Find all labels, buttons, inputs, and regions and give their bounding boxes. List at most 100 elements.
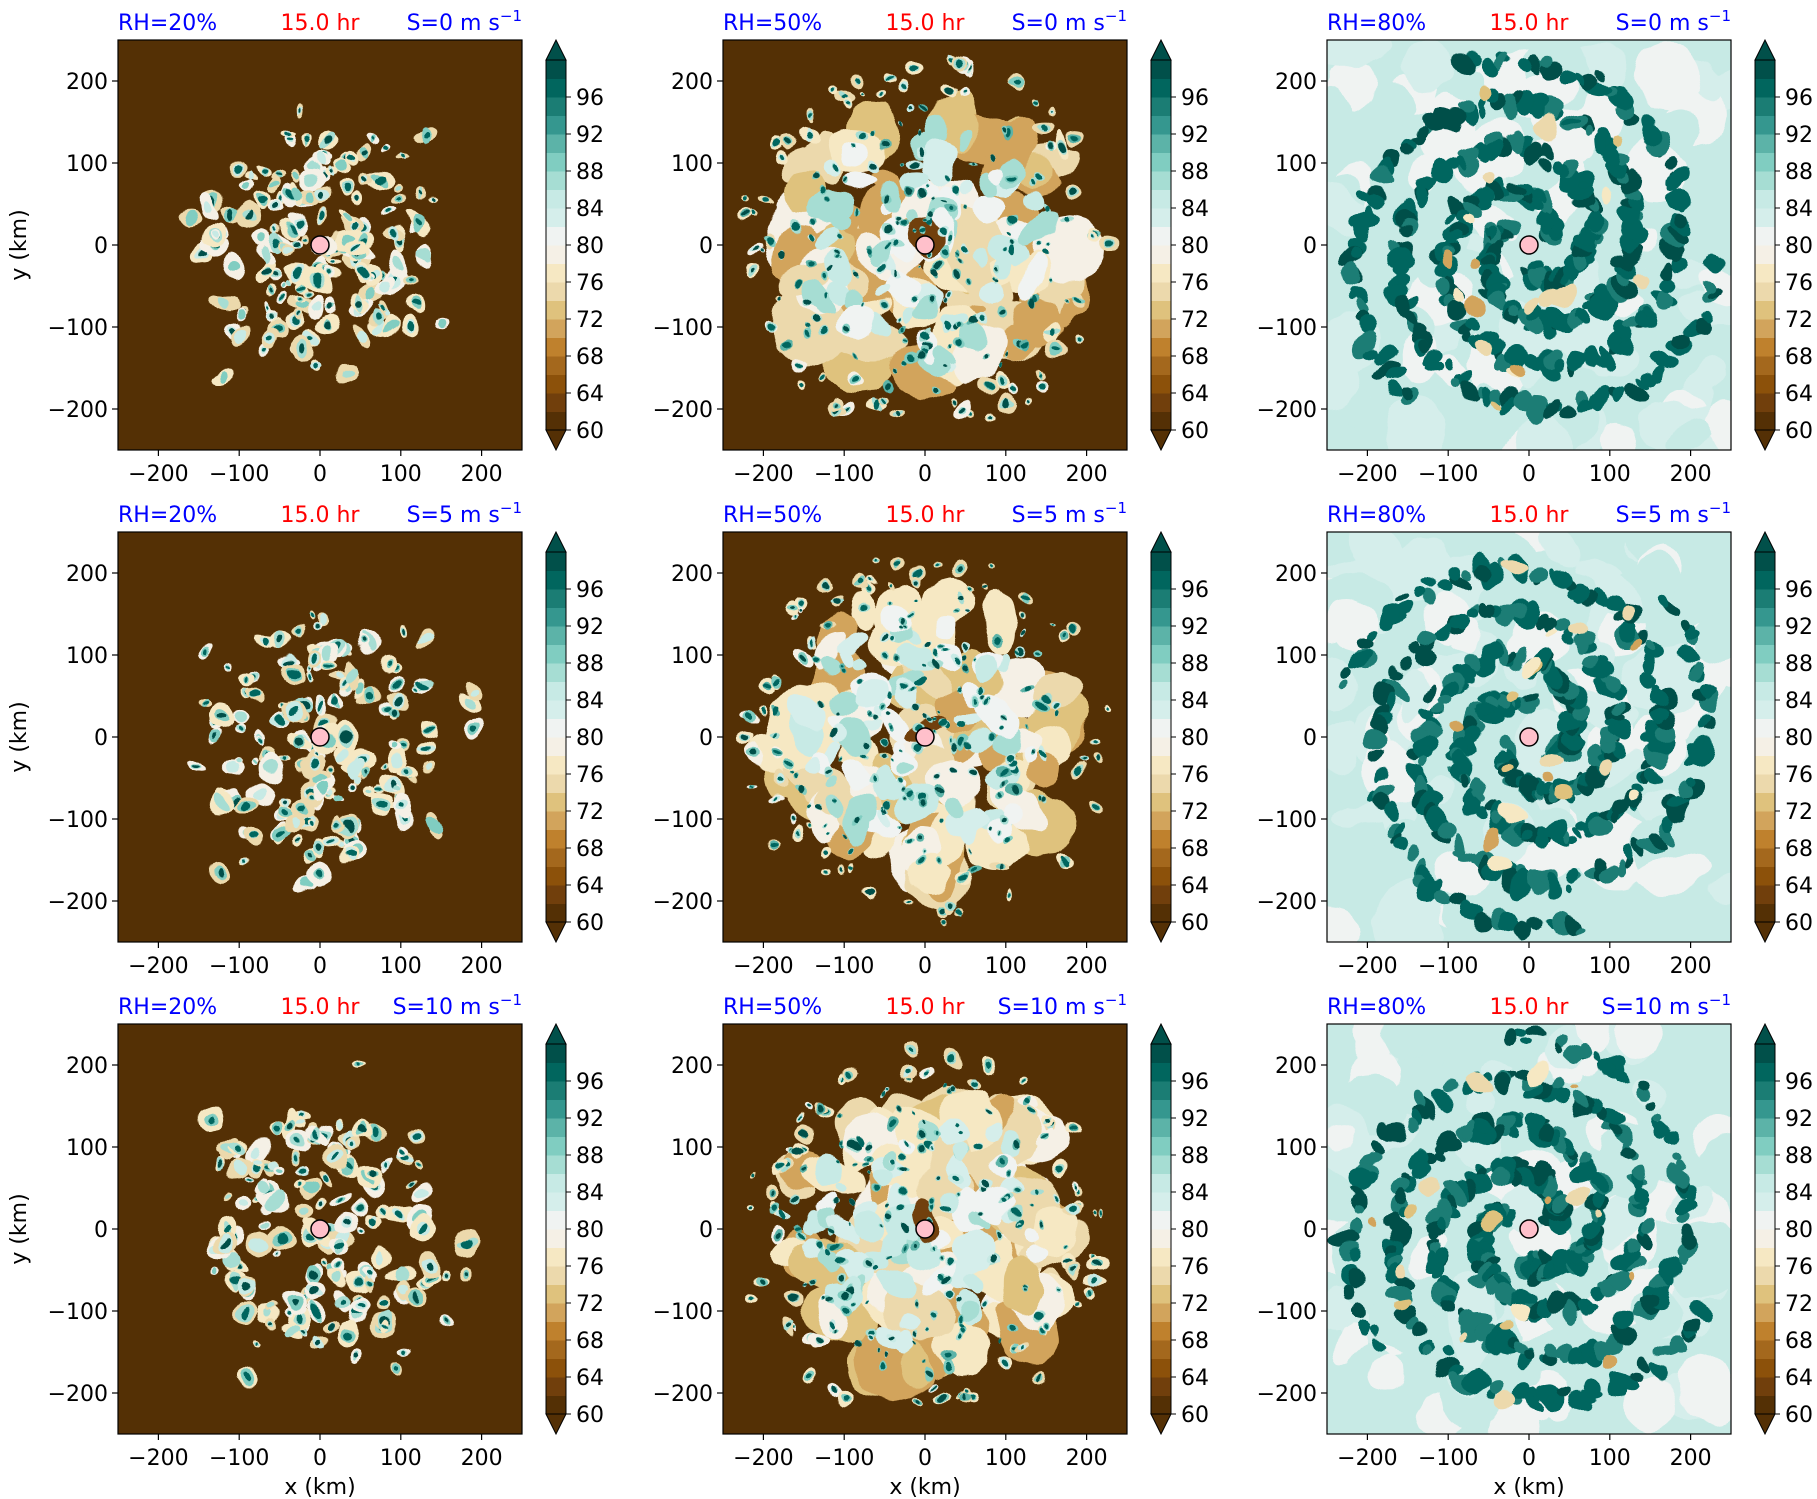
moist-swirl — [1327, 1364, 1382, 1432]
rainband-cell — [1508, 305, 1519, 317]
moist-patch — [844, 760, 868, 788]
cell-core — [957, 405, 966, 413]
cell-core — [390, 709, 397, 718]
cell-core — [404, 322, 413, 332]
rainband-cell — [1704, 253, 1724, 274]
colorbar-segment — [546, 700, 566, 719]
cell-core — [920, 265, 923, 268]
cell-ring — [426, 818, 444, 832]
cell-core — [831, 1243, 840, 1250]
cell-core — [850, 1199, 857, 1207]
cell-core — [351, 1141, 356, 1147]
colorbar-segment — [1151, 626, 1171, 645]
colorbar-segment — [546, 263, 566, 283]
rainband-cell — [1366, 193, 1383, 210]
cell-core — [947, 1363, 955, 1372]
x-tick-label: 100 — [380, 1446, 422, 1471]
cell-core — [955, 566, 962, 573]
cell-core — [968, 849, 972, 854]
x-tick-label: 200 — [461, 462, 503, 487]
moist-patch — [965, 1273, 983, 1291]
cell-core — [971, 1081, 978, 1088]
cell-core — [916, 1144, 923, 1152]
cell-core — [790, 1148, 801, 1156]
moist-patch — [958, 1299, 981, 1323]
cell-core — [418, 191, 424, 196]
cell-core — [805, 325, 809, 329]
colorbar-segment — [1151, 1081, 1171, 1100]
colorbar-segment — [546, 171, 566, 190]
colorbar-tick-label: 60 — [576, 419, 604, 444]
shear-title-main: S=0 m s — [407, 11, 500, 36]
moist-patch — [841, 171, 877, 190]
cell-core — [894, 242, 900, 250]
cell-core — [1019, 613, 1023, 617]
cell-core — [313, 753, 317, 757]
moist-patch — [998, 154, 1026, 189]
rainband-cell — [1501, 397, 1516, 412]
cell-core — [813, 654, 820, 661]
cell-ring — [268, 184, 278, 190]
colorbar-segment — [546, 589, 566, 608]
cell-core — [1053, 709, 1060, 717]
rainband-cell — [1560, 404, 1575, 417]
colorbar-segment — [1151, 1173, 1171, 1193]
x-tick-label: −100 — [814, 954, 874, 979]
moist-patch — [875, 283, 891, 299]
colorbar-tick-label: 64 — [576, 1366, 604, 1391]
cell-core — [323, 134, 333, 144]
cell-core — [899, 1224, 909, 1232]
rainband-cell — [1415, 181, 1429, 206]
cell-core — [933, 1245, 937, 1250]
cell-core — [799, 1115, 803, 1120]
cell-core — [249, 832, 257, 840]
cell-core — [824, 1298, 835, 1304]
rainband-cell — [1350, 1166, 1373, 1191]
cell-ring — [392, 754, 405, 767]
cell-core — [770, 842, 778, 847]
cell-core — [910, 614, 915, 618]
cell-core — [952, 343, 955, 348]
cell-core — [941, 248, 949, 255]
colorbar-segment — [546, 1395, 566, 1415]
rainband-cell — [1526, 1112, 1544, 1129]
cell-core — [849, 1141, 861, 1149]
cell-core — [1091, 1279, 1098, 1286]
cell-core — [784, 1323, 792, 1328]
cell-core — [864, 1157, 870, 1162]
rainband-cell — [1395, 837, 1409, 851]
y-tick-label: 100 — [1275, 152, 1317, 177]
colorbar-segment — [1755, 356, 1775, 375]
rainband-cell — [1371, 1140, 1386, 1155]
rainband-cell — [1366, 751, 1377, 763]
cell-core — [1075, 766, 1082, 774]
moist-patch — [850, 593, 877, 630]
colorbar-segment — [1755, 374, 1775, 394]
cell-core — [999, 310, 1006, 315]
rainband-cell — [1405, 1118, 1415, 1132]
cell-core — [785, 139, 792, 146]
shear-title: S=0 m s−1 — [1012, 7, 1127, 36]
rainband-cell — [1394, 823, 1406, 837]
x-tick-label: −100 — [1418, 954, 1478, 979]
cell-ring — [324, 644, 334, 661]
rainband-cell — [1399, 224, 1411, 236]
colorbar-segment — [546, 626, 566, 645]
colorbar-tick-label: 72 — [1181, 308, 1209, 333]
rainband-cell — [1437, 580, 1453, 595]
y-tick-label: 100 — [66, 152, 108, 177]
rainband-cell — [1617, 340, 1632, 353]
x-tick-label: 200 — [1066, 462, 1108, 487]
cell-core — [944, 173, 950, 179]
cell-core — [1039, 1132, 1047, 1139]
colorbar-extend-min — [545, 429, 567, 452]
drier-patch — [1481, 172, 1496, 187]
cell-core — [775, 1231, 782, 1237]
y-tick-label: −200 — [48, 398, 108, 423]
colorbar-tick-label: 60 — [576, 1403, 604, 1428]
field-cells — [736, 53, 1118, 422]
cell-core — [366, 1281, 373, 1287]
cell-ring — [426, 764, 433, 771]
colorbar-segment — [546, 1321, 566, 1341]
moist-patch — [932, 346, 956, 363]
